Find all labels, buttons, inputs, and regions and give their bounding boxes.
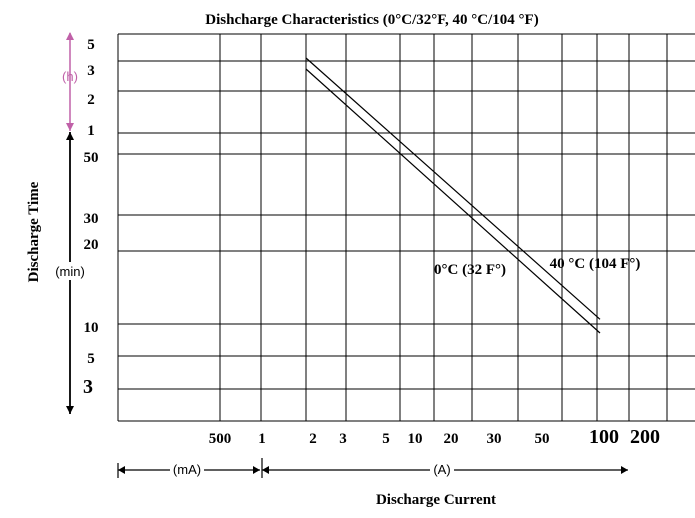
series-label-40c: 40 °C (104 F°) bbox=[550, 256, 641, 272]
series-label-0c: 0°C (32 F°) bbox=[434, 262, 506, 278]
x-tick-label: 200 bbox=[630, 426, 660, 448]
minutes-unit-label: (min) bbox=[55, 264, 85, 279]
y-tick-minute: 10 bbox=[84, 320, 99, 336]
x-tick-label: 500 bbox=[209, 431, 232, 447]
x-tick-label: 50 bbox=[535, 431, 550, 447]
y-tick-hour: 1 bbox=[87, 123, 95, 139]
minutes-up-arrowhead bbox=[66, 132, 74, 140]
x-tick-label: 5 bbox=[382, 431, 390, 447]
x-tick-label: 10 bbox=[408, 431, 423, 447]
y-tick-hour: 3 bbox=[87, 63, 95, 79]
hours-unit-label: (h) bbox=[62, 69, 78, 84]
series-lines bbox=[305, 57, 601, 334]
x-tick-label: 3 bbox=[339, 431, 347, 447]
y-tick-labels: 5 3 2 1 50 30 20 10 5 3 bbox=[83, 37, 99, 398]
a-right-arrowhead bbox=[621, 466, 628, 474]
y-axis: (h) (min) Discharge Time bbox=[26, 32, 88, 414]
ma-unit-label: (mA) bbox=[173, 462, 201, 477]
minutes-down-arrowhead bbox=[66, 406, 74, 414]
x-tick-label: 2 bbox=[309, 431, 317, 447]
horizontal-gridlines bbox=[118, 60, 695, 390]
ma-left-arrowhead bbox=[118, 466, 125, 474]
ma-right-arrowhead bbox=[253, 466, 260, 474]
x-tick-label: 100 bbox=[589, 426, 619, 448]
series-labels: 0°C (32 F°) 40 °C (104 F°) bbox=[434, 256, 640, 278]
y-tick-hour: 5 bbox=[87, 37, 95, 53]
series-line bbox=[305, 68, 601, 334]
x-tick-label: 30 bbox=[487, 431, 502, 447]
hours-down-arrowhead bbox=[66, 123, 74, 131]
x-tick-labels: 500 1 2 3 5 10 20 30 50 100 200 bbox=[209, 426, 660, 448]
y-tick-minute: 20 bbox=[84, 237, 99, 253]
y-tick-minute: 50 bbox=[84, 150, 99, 166]
a-unit-bg bbox=[430, 461, 454, 477]
y-axis-label: Discharge Time bbox=[26, 181, 42, 282]
x-unit-arrows: (mA) (A) bbox=[117, 458, 628, 478]
a-unit-label: (A) bbox=[433, 462, 450, 477]
plot-area bbox=[117, 33, 695, 422]
series-line bbox=[305, 57, 601, 320]
y-tick-minute: 3 bbox=[83, 376, 93, 398]
ma-unit-bg bbox=[170, 461, 204, 477]
a-left-arrowhead bbox=[262, 466, 269, 474]
y-tick-hour: 2 bbox=[87, 92, 95, 108]
x-tick-label: 20 bbox=[444, 431, 459, 447]
y-tick-minute: 30 bbox=[84, 211, 99, 227]
x-axis-label: Discharge Current bbox=[376, 492, 496, 508]
y-tick-minute: 5 bbox=[87, 351, 95, 367]
vertical-gridlines bbox=[219, 34, 668, 421]
chart-title: Dishcharge Characteristics (0°C/32°F, 40… bbox=[205, 12, 538, 28]
hours-up-arrowhead bbox=[66, 32, 74, 40]
minutes-unit-bg bbox=[52, 262, 88, 280]
x-tick-label: 1 bbox=[258, 431, 266, 447]
